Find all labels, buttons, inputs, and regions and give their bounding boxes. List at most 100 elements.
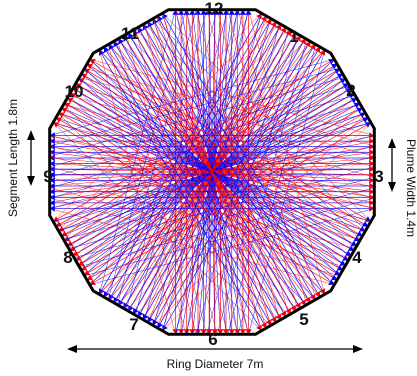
beam-arrowhead [369, 182, 375, 190]
beam-arrowhead [333, 68, 340, 75]
segment-label-6: 6 [208, 330, 217, 349]
beam-line [157, 15, 321, 298]
beam-line [135, 28, 218, 335]
beam-arrowhead [70, 93, 77, 99]
beam-arrowhead [339, 78, 346, 84]
beam-line [58, 18, 271, 231]
beam-arrowhead [362, 221, 368, 227]
beam-arrowhead [78, 260, 85, 266]
beam-line [237, 9, 316, 300]
beam-line [49, 104, 361, 188]
beam-arrowhead [304, 296, 311, 303]
beam-arrowhead [75, 255, 82, 261]
beam-line [89, 58, 375, 136]
beam-arrowhead [295, 35, 301, 42]
beam-line [144, 23, 361, 240]
beam-line [137, 27, 301, 309]
beam-line [98, 49, 262, 331]
beam-arrowhead [200, 9, 207, 15]
beam-arrowhead [177, 9, 185, 15]
beam-arrowhead [369, 132, 375, 139]
beam-line [79, 187, 375, 267]
beam-line [126, 33, 351, 258]
beam-arrowhead [222, 9, 230, 15]
beam-arrowhead [239, 9, 247, 15]
beam-line [68, 166, 375, 249]
beam-arrowhead [49, 149, 55, 156]
beam-line [108, 9, 187, 300]
beam-arrowhead [347, 245, 354, 251]
beam-line [73, 86, 298, 311]
beam-line [49, 156, 361, 240]
beam-arrowhead [222, 329, 230, 335]
beam-line [132, 29, 296, 312]
beam-line [67, 97, 349, 261]
beam-line [63, 104, 375, 188]
beam-line [162, 13, 371, 222]
beam-arrowhead [336, 73, 343, 80]
beam-line [99, 49, 335, 285]
beam-line [162, 12, 326, 295]
beam-line [55, 63, 338, 227]
beam-line [108, 44, 340, 276]
beam-arrowhead [157, 322, 163, 328]
beam-line [63, 156, 375, 240]
beam-line [49, 166, 356, 249]
beam-arrowhead [228, 9, 235, 15]
beam-line [49, 86, 350, 168]
beam-line [153, 18, 239, 335]
beam-arrowhead [172, 329, 179, 335]
beam-arrowhead [314, 291, 321, 298]
beam-arrowhead [245, 329, 252, 335]
beam-arrowhead [245, 9, 252, 15]
beam-arrowhead [61, 230, 68, 237]
beam-arrowhead [331, 63, 338, 70]
beam-arrowhead [67, 98, 74, 104]
beam-line [84, 68, 375, 147]
beam-arrowhead [172, 9, 179, 15]
beam-arrowhead [369, 188, 375, 195]
beam-line [75, 83, 357, 247]
beam-arrowhead [369, 149, 375, 156]
beam-arrowhead [347, 93, 354, 99]
beam-arrowhead [49, 182, 55, 190]
beam-arrowhead [217, 9, 224, 15]
plume-width-arrow [388, 138, 396, 192]
beam-line [84, 44, 316, 276]
beam-line [49, 176, 350, 258]
beam-arrowhead [49, 199, 55, 207]
beam-line [162, 13, 262, 331]
beam-line [142, 24, 306, 306]
beam-arrowhead [356, 107, 363, 114]
beam-line [98, 9, 176, 295]
beam-arrowhead [56, 221, 62, 227]
beam-arrowhead [295, 302, 301, 309]
beam-arrowhead [138, 310, 144, 317]
beam-arrowhead [304, 41, 311, 48]
beam-line [74, 86, 375, 168]
beam-line [86, 63, 369, 227]
beam-arrowhead [314, 46, 321, 53]
beam-line [89, 49, 325, 285]
beam-arrowhead [49, 188, 55, 195]
beam-line [118, 38, 282, 320]
beam-arrowhead [356, 230, 363, 237]
beam-line [63, 23, 280, 240]
beam-line [49, 135, 371, 222]
beam-line [128, 32, 292, 315]
beam-arrowhead [350, 98, 357, 104]
segment-label-8: 8 [63, 248, 72, 267]
beam-arrowhead [133, 307, 139, 314]
beam-arrowhead [67, 240, 74, 246]
beam-arrowhead [309, 293, 316, 300]
beam-line [206, 28, 289, 335]
beam-line [68, 28, 289, 249]
beam-arrowhead [339, 260, 346, 266]
beam-line [98, 12, 262, 295]
beam-line [49, 208, 335, 286]
beam-line [196, 23, 280, 335]
beam-line [79, 39, 307, 267]
beam-line [162, 9, 249, 331]
beam-line [49, 58, 335, 136]
beam-arrowhead [49, 177, 55, 184]
